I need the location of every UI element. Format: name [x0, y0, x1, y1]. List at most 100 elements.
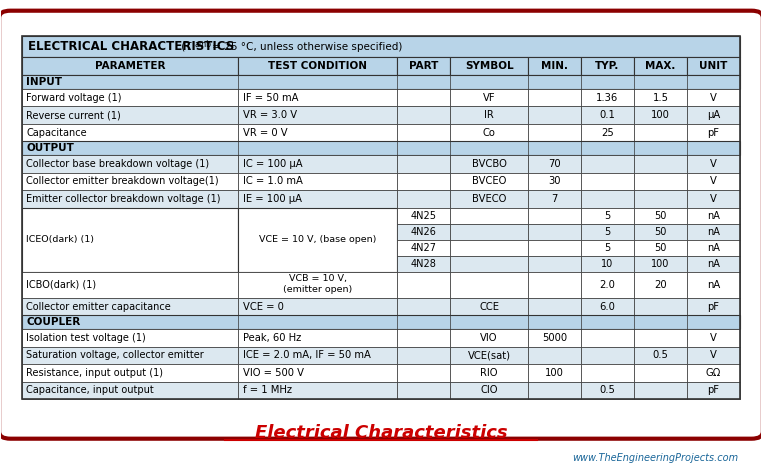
Bar [687, 298, 740, 315]
Bar [528, 256, 581, 271]
Text: PART: PART [409, 61, 439, 71]
Bar [687, 329, 740, 347]
Text: VIO = 500 V: VIO = 500 V [243, 368, 304, 378]
Bar [397, 298, 450, 315]
Text: Reverse current (1): Reverse current (1) [27, 110, 121, 120]
Bar [397, 381, 450, 399]
Text: TEST CONDITION: TEST CONDITION [268, 61, 367, 71]
Bar [687, 256, 740, 271]
Text: μA: μA [707, 110, 720, 120]
Bar [528, 190, 581, 208]
Bar [687, 224, 740, 240]
Bar [528, 57, 581, 75]
Bar [528, 124, 581, 141]
Bar [581, 106, 634, 124]
Text: www.TheEngineeringProjects.com: www.TheEngineeringProjects.com [572, 453, 738, 463]
Bar [687, 271, 740, 298]
Bar [450, 57, 528, 75]
Bar [397, 271, 450, 298]
Text: ICEO(dark) (1): ICEO(dark) (1) [27, 235, 94, 244]
Bar [528, 298, 581, 315]
Bar [528, 329, 581, 347]
Bar [450, 347, 528, 364]
Bar [239, 89, 397, 106]
Text: Capacitance, input output: Capacitance, input output [27, 385, 154, 395]
Text: ICE = 2.0 mA, IF = 50 mA: ICE = 2.0 mA, IF = 50 mA [243, 351, 370, 360]
Bar [528, 173, 581, 190]
Text: 5: 5 [604, 211, 610, 220]
Bar [239, 124, 397, 141]
Bar [397, 57, 450, 75]
Text: 1.36: 1.36 [597, 93, 619, 102]
Text: Peak, 60 Hz: Peak, 60 Hz [243, 333, 301, 343]
Bar [22, 106, 239, 124]
Bar [687, 106, 740, 124]
Text: 1.5: 1.5 [652, 93, 668, 102]
Bar [450, 208, 528, 224]
Bar [450, 224, 528, 240]
Bar [397, 256, 450, 271]
Bar [687, 347, 740, 364]
Text: IC = 100 μA: IC = 100 μA [243, 159, 303, 169]
Text: COUPLER: COUPLER [27, 317, 81, 327]
Bar [528, 364, 581, 381]
Bar [687, 89, 740, 106]
Bar [22, 298, 239, 315]
Text: 2.0: 2.0 [600, 280, 616, 290]
Bar [581, 240, 634, 256]
Bar [528, 106, 581, 124]
Text: Co: Co [482, 128, 495, 138]
Bar [528, 271, 581, 298]
Text: 4N25: 4N25 [411, 211, 437, 220]
Bar [397, 364, 450, 381]
Bar [450, 190, 528, 208]
Text: ICBO(dark) (1): ICBO(dark) (1) [27, 280, 97, 290]
Text: UNIT: UNIT [700, 61, 728, 71]
Text: CCE: CCE [479, 302, 499, 312]
Bar [397, 106, 450, 124]
Bar [450, 240, 528, 256]
Bar [450, 271, 528, 298]
Text: 100: 100 [545, 368, 564, 378]
Bar [22, 364, 239, 381]
Bar [397, 208, 450, 224]
Text: = 25 °C, unless otherwise specified): = 25 °C, unless otherwise specified) [210, 42, 403, 51]
Text: 0.5: 0.5 [652, 351, 668, 360]
Bar [22, 173, 239, 190]
Text: Forward voltage (1): Forward voltage (1) [27, 93, 122, 102]
Bar [581, 208, 634, 224]
Bar [581, 329, 634, 347]
Bar [687, 364, 740, 381]
Bar [397, 347, 450, 364]
Bar [239, 329, 397, 347]
Text: nA: nA [707, 280, 720, 290]
Bar [22, 347, 239, 364]
Bar [22, 57, 239, 75]
Bar [634, 190, 687, 208]
Bar [581, 173, 634, 190]
Bar [239, 298, 397, 315]
Text: IF = 50 mA: IF = 50 mA [243, 93, 298, 102]
Bar [22, 37, 740, 57]
Bar [687, 240, 740, 256]
Text: 25: 25 [601, 128, 614, 138]
Text: V: V [710, 176, 717, 186]
Text: 70: 70 [548, 159, 561, 169]
Bar [239, 381, 397, 399]
Bar [581, 347, 634, 364]
Bar [581, 298, 634, 315]
Text: V: V [710, 333, 717, 343]
Bar [634, 208, 687, 224]
Text: GΩ: GΩ [706, 368, 721, 378]
Text: Emitter collector breakdown voltage (1): Emitter collector breakdown voltage (1) [27, 194, 221, 204]
Text: 50: 50 [655, 211, 667, 220]
Text: SYMBOL: SYMBOL [465, 61, 514, 71]
Text: Collector base breakdown voltage (1): Collector base breakdown voltage (1) [27, 159, 210, 169]
Bar [239, 155, 397, 173]
Text: nA: nA [707, 227, 720, 237]
Text: VF: VF [483, 93, 495, 102]
Bar [22, 271, 239, 298]
Bar [239, 106, 397, 124]
Bar [687, 190, 740, 208]
Bar [450, 381, 528, 399]
